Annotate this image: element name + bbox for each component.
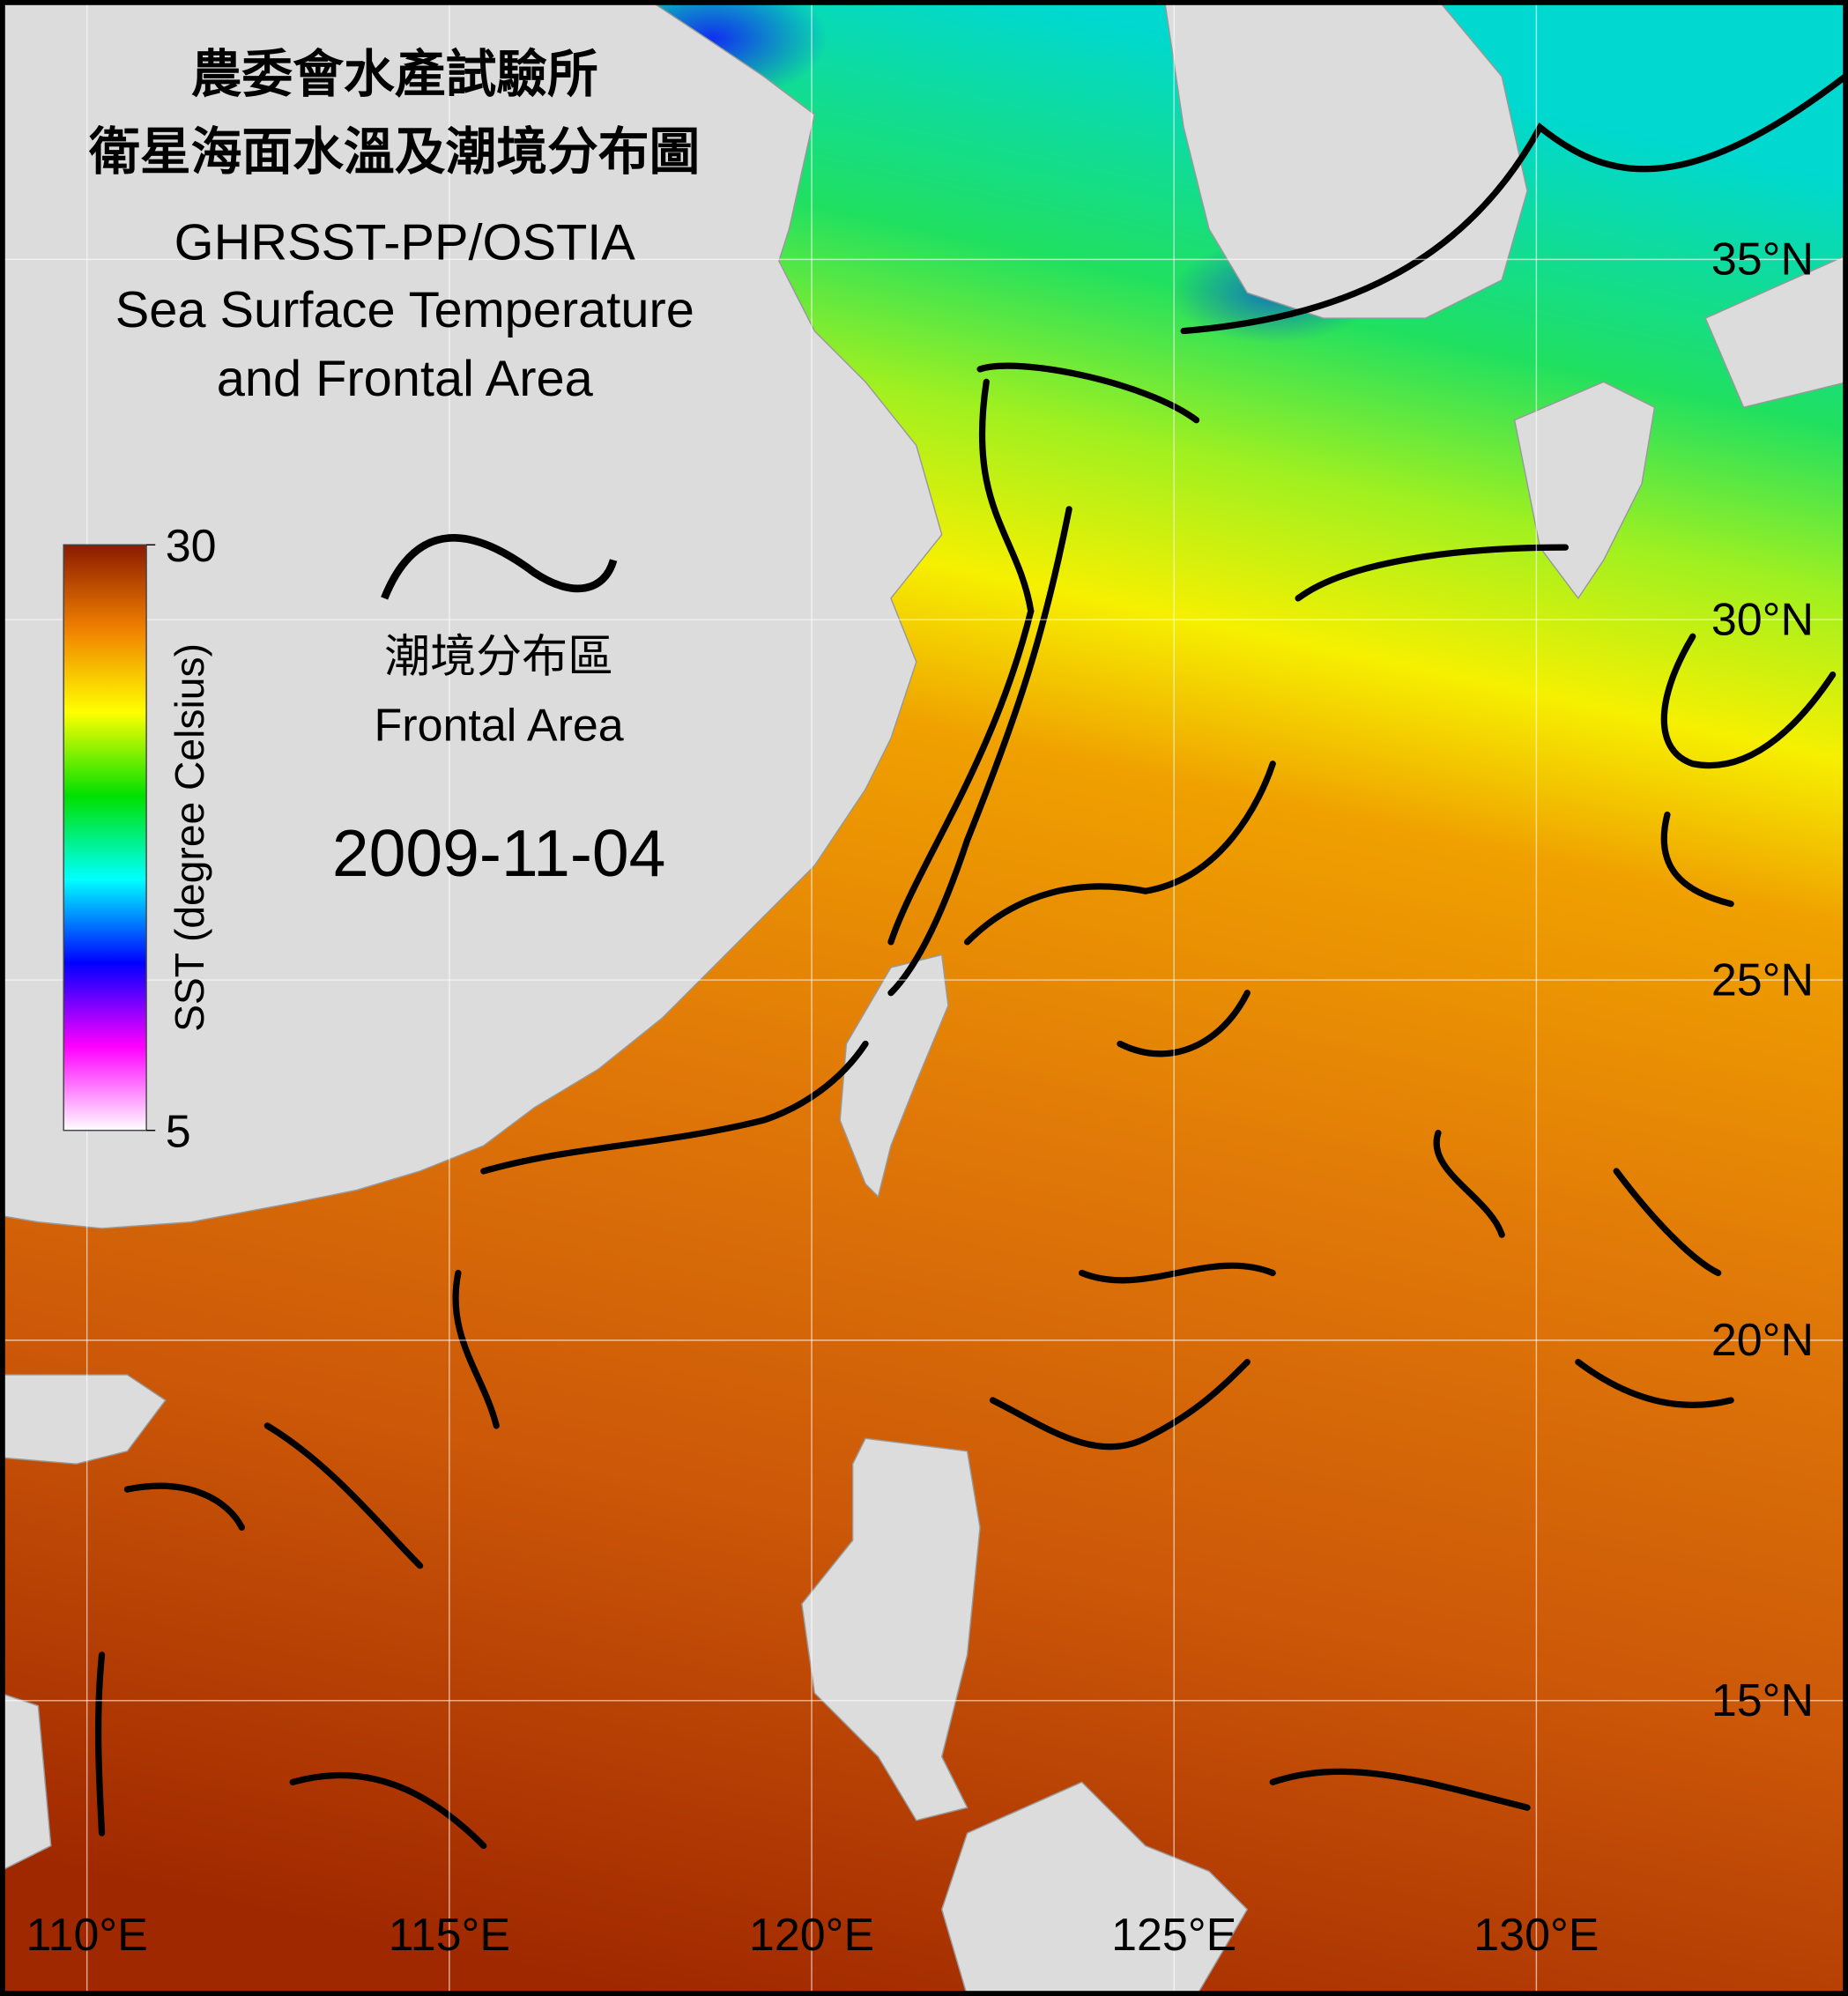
lat-label: 25°N [1711,954,1814,1005]
colorbar-label: SST (degree Celsius) [167,643,212,1032]
front [1295,544,1569,602]
title-line: Sea Surface Temperature [115,282,694,338]
kyushu [1513,381,1656,600]
front [887,506,1072,997]
date: 2009-11-04 [332,816,666,890]
china [0,0,943,1229]
hainan [0,1374,167,1465]
title-line: 衛星海面水溫及潮境分布圖 [88,122,700,182]
front [1180,73,1848,335]
honshu [1704,254,1848,409]
lat-label: 35°N [1711,234,1814,286]
front [1660,633,1837,908]
front [1078,990,1276,1284]
title-line: GHRSST-PP/OSTIA [174,215,636,271]
front [94,1651,1531,1850]
colorbar-tick-label: 5 [166,1107,191,1158]
lon-label: 130°E [1473,1910,1599,1961]
coast [0,1692,52,1873]
title-line: 農委會水產試驗所 [191,44,598,104]
lon-label: 115°E [389,1910,510,1961]
korea [1163,0,1528,319]
lat-label: 30°N [1711,595,1814,646]
legend-label: Frontal Area [375,701,624,752]
colorbar [63,544,147,1132]
front [989,1359,1251,1451]
title-line: and Frontal Area [217,351,594,407]
fronts [94,73,1848,1850]
front [480,1040,869,1175]
legend-label: 潮境分布區 [384,631,613,684]
front [963,761,1276,946]
front [123,1269,500,1569]
visayas [940,1781,1249,1996]
front [1433,1130,1734,1408]
lat-label: 15°N [1711,1675,1814,1726]
labels: 農委會水產試驗所 衛星海面水溫及潮境分布圖 GHRSST-PP/OSTIA Se… [26,44,1814,1961]
colorbar-tick-label: 30 [166,521,217,572]
lat-label: 20°N [1711,1315,1814,1366]
legend-symbol [381,534,618,600]
lon-label: 110°E [26,1910,148,1961]
luzon [801,1437,981,1822]
lon-label: 120°E [749,1910,874,1961]
lon-label: 125°E [1111,1910,1236,1961]
